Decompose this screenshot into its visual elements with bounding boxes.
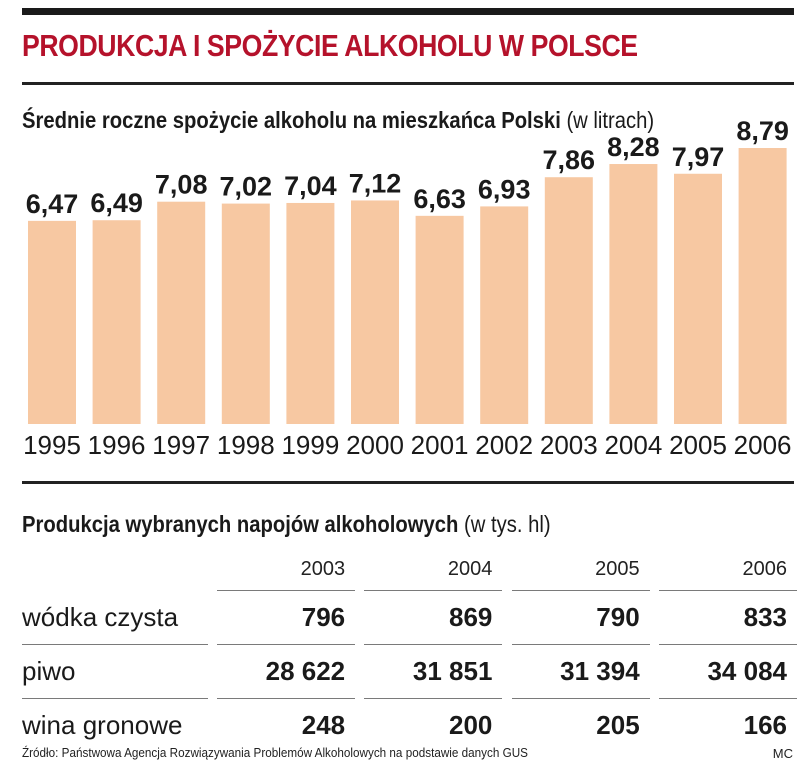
- x-tick-label: 2000: [346, 430, 404, 460]
- table-row: piwo 28 622 31 851 31 394 34 084: [22, 645, 797, 699]
- bar-1999: [286, 202, 335, 424]
- value-label: 7,97: [672, 142, 725, 172]
- chart-heading-text: Średnie roczne spożycie alkoholu na mies…: [22, 107, 561, 133]
- row-label: wina gronowe: [22, 710, 183, 740]
- bar-2003: [544, 177, 593, 424]
- value-label: 6,47: [26, 189, 79, 219]
- table-cell: 200: [449, 710, 493, 740]
- table-cell: 833: [658, 591, 797, 645]
- value-label: 6,49: [90, 188, 143, 218]
- bar-1997: [157, 201, 206, 424]
- table-cell: 31 394: [511, 645, 650, 699]
- value-label: 7,02: [220, 172, 273, 202]
- page-title: PRODUKCJA I SPOŻYCIE ALKOHOLU W POLSCE: [22, 28, 638, 63]
- table-cell: 790: [511, 591, 650, 645]
- x-tick-label: 1999: [281, 430, 339, 460]
- x-tick-label: 2003: [540, 430, 598, 460]
- value-label: 8,28: [607, 132, 660, 162]
- x-tick-label: 1995: [23, 430, 81, 460]
- table-cell: 28 622: [217, 645, 356, 699]
- bar-2006: [738, 148, 787, 424]
- column-header: 2003: [217, 548, 356, 591]
- chart-heading-unit: (w litrach): [566, 107, 655, 133]
- table-row: wódka czysta 796 869 790 833: [22, 591, 797, 645]
- production-table: 2003 2004 2005 2006 wódka czysta 796 869…: [22, 548, 797, 752]
- source-note: Źródło: Państwowa Agencja Rozwiązywania …: [22, 745, 528, 760]
- table-header-row: 2003 2004 2005 2006: [22, 548, 797, 591]
- bar-1996: [92, 220, 141, 424]
- table-corner: [22, 548, 208, 591]
- x-tick-label: 2006: [734, 430, 792, 460]
- column-header: 2005: [511, 548, 650, 591]
- bar-1995: [28, 220, 76, 424]
- top-rule: [22, 8, 794, 15]
- table-heading: Produkcja wybranych napojów alkoholowych…: [22, 511, 551, 538]
- value-label: 7,08: [155, 170, 208, 200]
- section-divider: [22, 481, 794, 484]
- value-label: 8,79: [736, 116, 789, 146]
- bar-2000: [351, 200, 399, 424]
- table-cell: 796: [217, 591, 356, 645]
- table-heading-text: Produkcja wybranych napojów alkoholowych: [22, 511, 459, 537]
- value-label: 6,93: [478, 174, 531, 204]
- column-header: 2004: [364, 548, 503, 591]
- consumption-bar-chart: 6,47 1995 6,49 1996 7,08 1997 7,02 1998 7,04 1999…: [23, 116, 792, 460]
- x-tick-label: 2005: [669, 430, 727, 460]
- x-tick-label: 2001: [411, 430, 469, 460]
- author-credit: MC: [772, 746, 793, 761]
- row-label: wódka czysta: [22, 591, 208, 645]
- table-cell: 869: [364, 591, 503, 645]
- row-label: piwo: [22, 645, 208, 699]
- x-tick-label: 1998: [217, 430, 275, 460]
- x-tick-label: 1997: [152, 430, 210, 460]
- table-cell: 34 084: [658, 645, 797, 699]
- chart-heading: Średnie roczne spożycie alkoholu na mies…: [22, 107, 654, 134]
- value-label: 7,86: [543, 145, 596, 175]
- title-divider: [22, 82, 794, 85]
- bar-2005: [674, 173, 722, 424]
- table-heading-unit: (w tys. hl): [464, 511, 551, 537]
- bar-2001: [415, 215, 464, 424]
- table-cell: 166: [743, 710, 787, 740]
- x-tick-label: 1996: [88, 430, 146, 460]
- bar-2002: [480, 206, 529, 424]
- bar-1998: [221, 203, 270, 424]
- x-tick-label: 2004: [604, 430, 662, 460]
- table-row: wina gronowe 248 200 205 166: [22, 699, 797, 752]
- bar-2004: [609, 164, 658, 424]
- value-label: 7,12: [349, 168, 402, 198]
- value-label: 6,63: [413, 184, 466, 214]
- table-cell: 205: [596, 710, 640, 740]
- table-cell: 31 851: [364, 645, 503, 699]
- column-header: 2006: [658, 548, 797, 591]
- value-label: 7,04: [284, 171, 337, 201]
- table-cell: 248: [301, 710, 346, 740]
- x-tick-label: 2002: [475, 430, 533, 460]
